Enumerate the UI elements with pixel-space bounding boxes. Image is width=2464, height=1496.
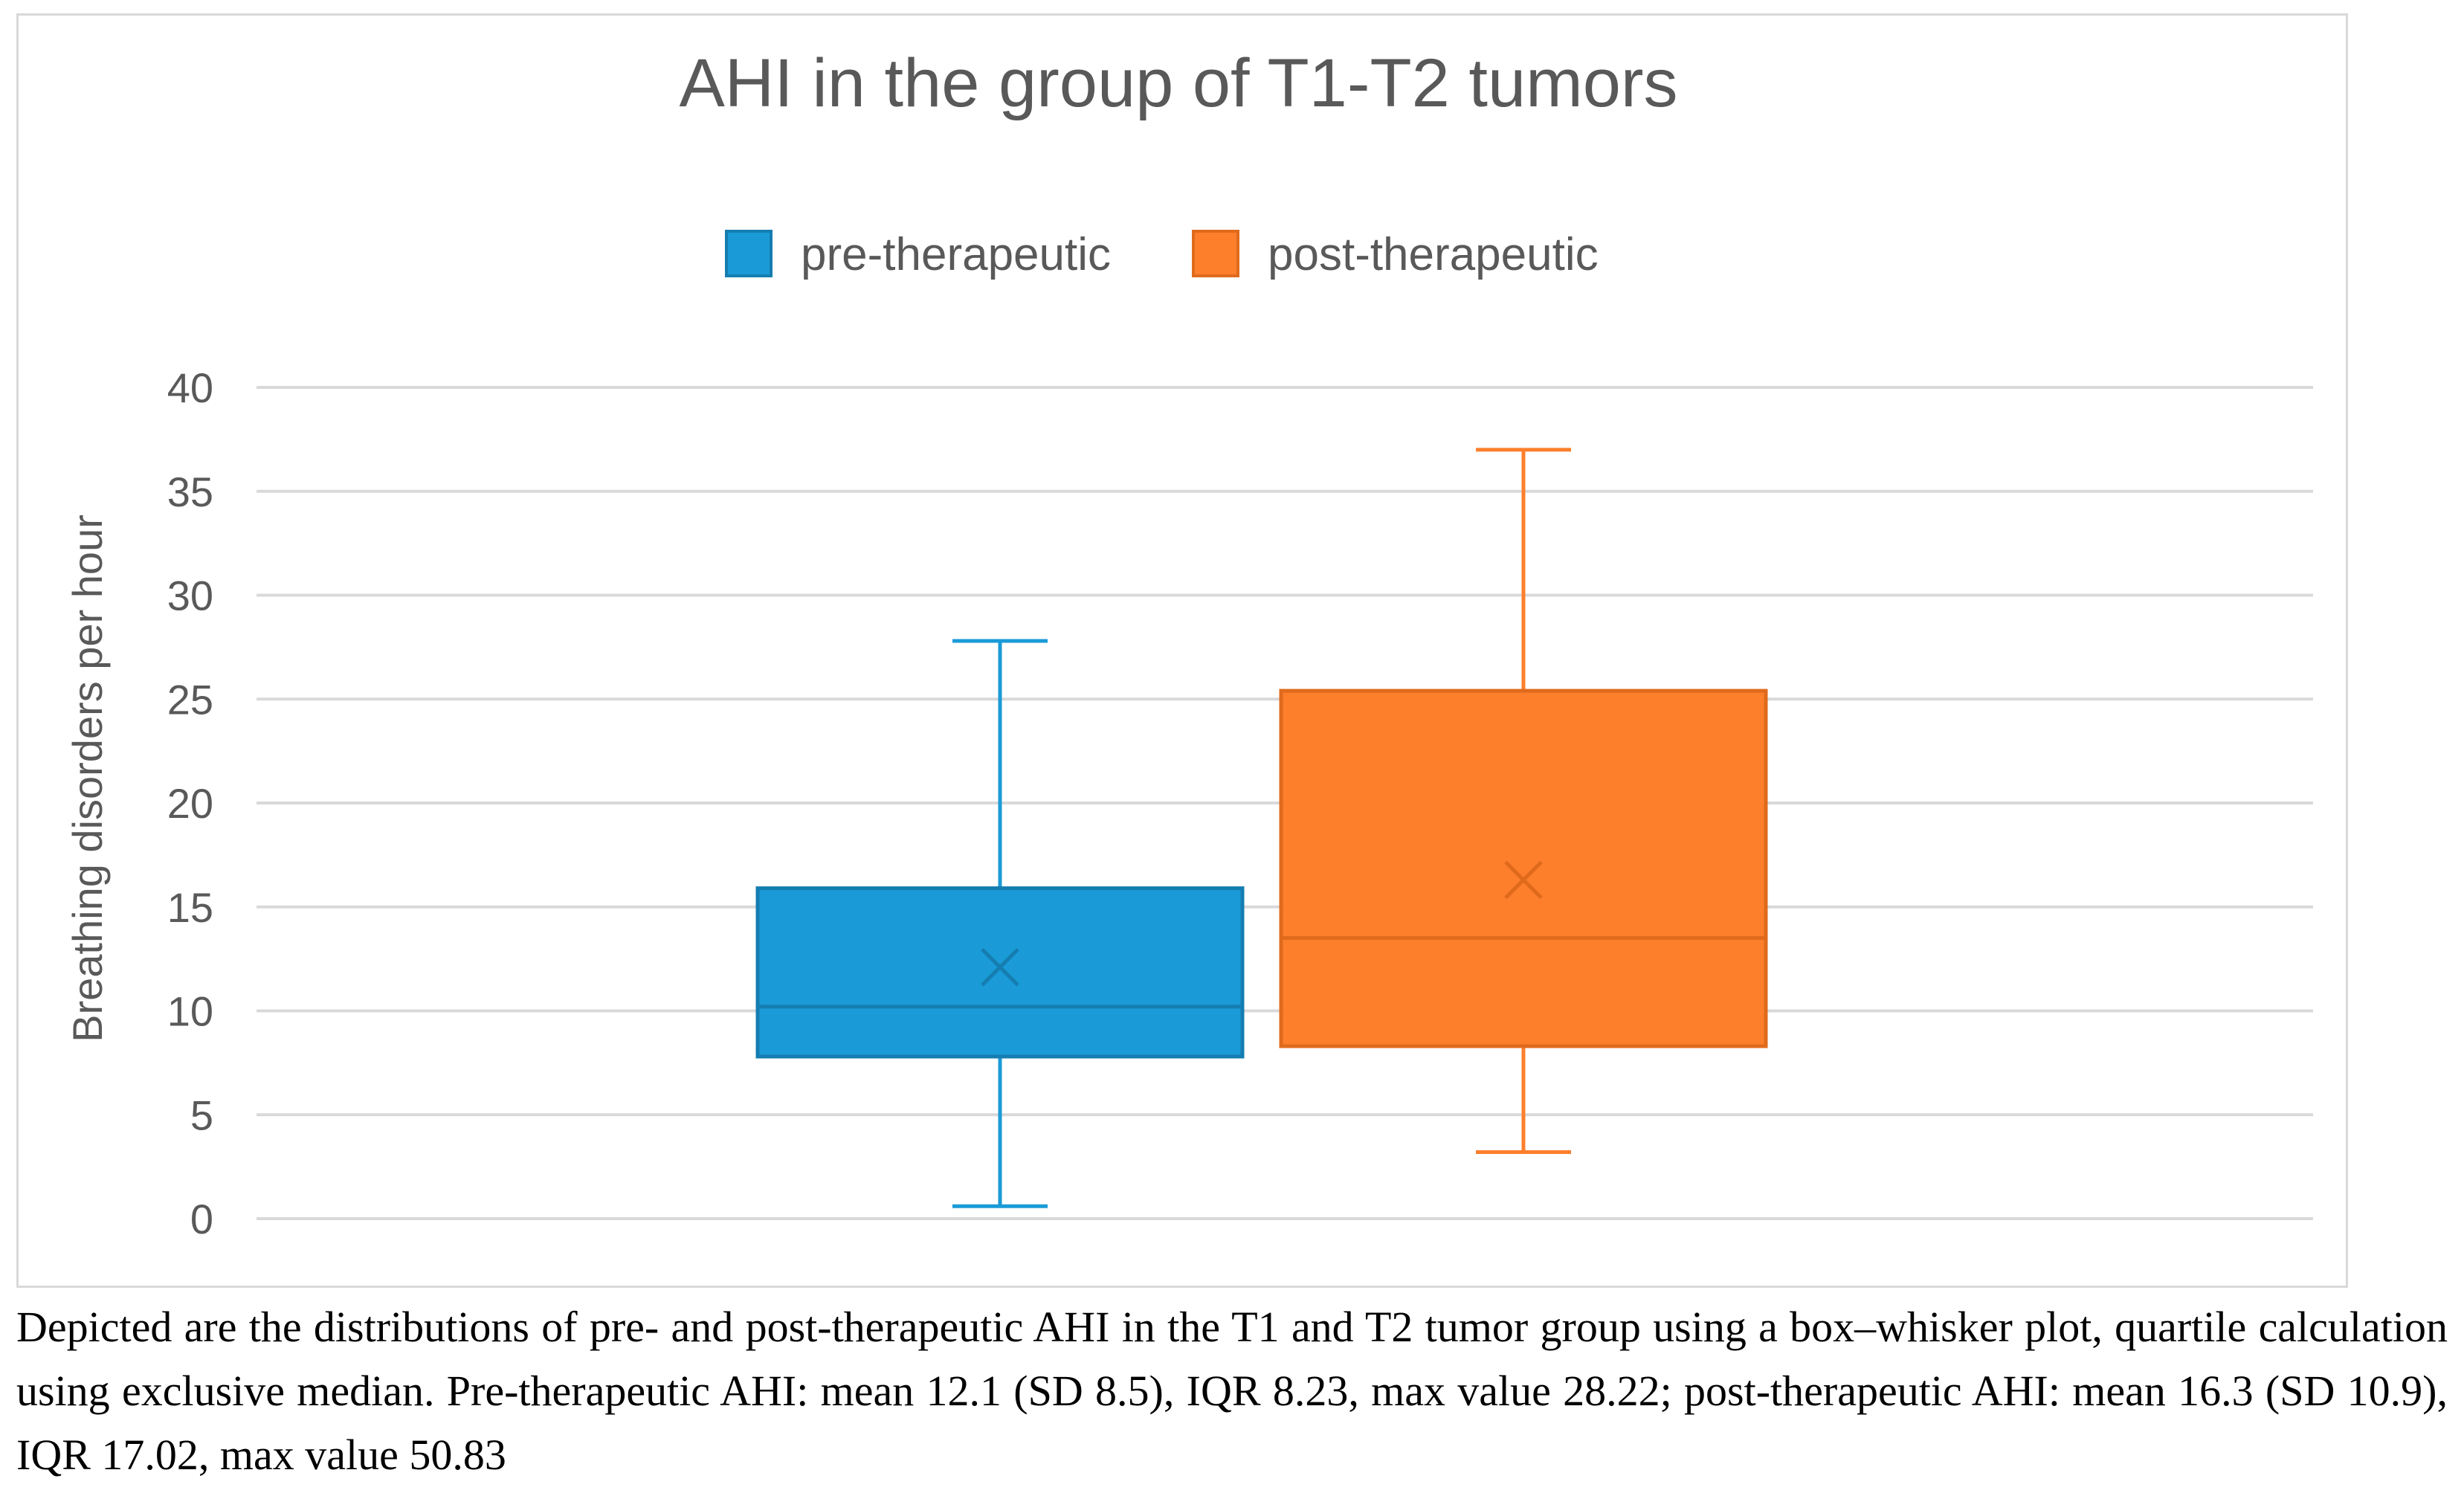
y-tick-label: 30 [167,573,213,619]
figure-caption: Depicted are the distributions of pre- a… [16,1303,2448,1479]
legend-swatch [725,230,773,277]
y-tick-label: 10 [167,988,213,1035]
y-tick-label: 40 [167,364,213,411]
y-tick-label: 25 [167,676,213,723]
box-post-therapeutic [1279,448,1768,1155]
mean-marker [981,948,1019,987]
y-axis-label: Breathing disorders per hour [64,515,111,1042]
chart-title: AHI in the group of T1-T2 tumors [679,45,1677,121]
legend-label: post-therapeutic [1268,229,1599,280]
interquartile-box [1279,689,1768,1048]
y-tick-label: 20 [167,780,213,827]
y-tick-label: 0 [190,1196,213,1242]
interquartile-box [755,886,1245,1059]
y-tick-label: 35 [167,468,213,515]
chart-frame: AHI in the group of T1-T2 tumors pre-the… [16,13,2348,1288]
y-tick-label: 5 [190,1092,213,1138]
box-series [755,448,1768,1208]
box-pre-therapeutic [755,639,1245,1208]
box-plot-chart: AHI in the group of T1-T2 tumors pre-the… [64,45,2313,1242]
legend: pre-therapeutic post-therapeutic [725,229,1599,280]
y-axis-ticks: 0 5 10 15 20 25 30 35 40 [167,364,213,1242]
mean-marker [1504,860,1543,900]
legend-swatch [1192,230,1239,277]
y-tick-label: 15 [167,884,213,931]
legend-label: pre-therapeutic [801,229,1111,280]
